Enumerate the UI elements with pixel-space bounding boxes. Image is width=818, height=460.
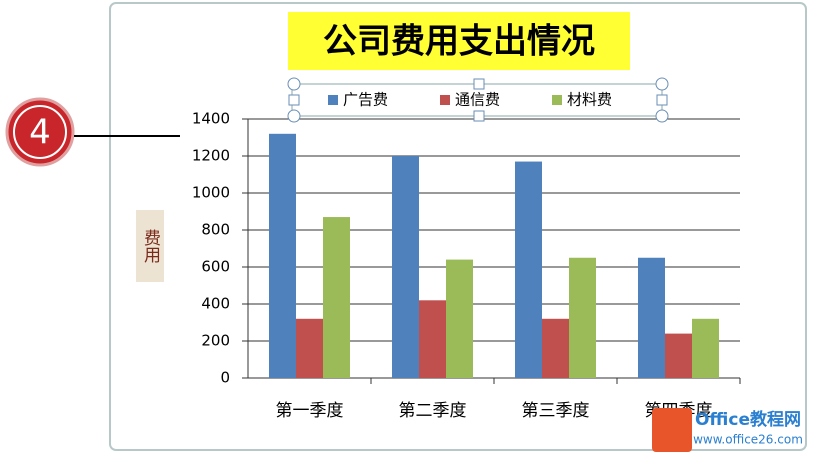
watermark-name: Office教程网 bbox=[695, 409, 801, 430]
bar bbox=[392, 156, 419, 378]
handle bbox=[287, 109, 301, 123]
bar bbox=[323, 217, 350, 378]
bar bbox=[665, 333, 692, 378]
legend-swatch bbox=[440, 95, 450, 105]
y-tick-label: 1400 bbox=[192, 110, 230, 128]
bar bbox=[269, 133, 296, 378]
legend-label: 广告费 bbox=[343, 91, 388, 109]
handle bbox=[287, 77, 301, 91]
y-tick-label: 0 bbox=[220, 369, 230, 387]
bar bbox=[446, 259, 473, 378]
y-tick-label: 1000 bbox=[192, 184, 230, 202]
y-tick-label: 1200 bbox=[192, 147, 230, 165]
chart-title: 公司费用支出情况 bbox=[323, 22, 595, 62]
legend-label: 通信费 bbox=[455, 91, 500, 109]
bar bbox=[542, 318, 569, 378]
handle bbox=[655, 77, 669, 91]
step-number: 4 bbox=[29, 113, 51, 153]
y-tick-label: 400 bbox=[201, 295, 230, 313]
watermark-logo bbox=[652, 408, 692, 452]
bar bbox=[692, 318, 719, 378]
bar bbox=[569, 257, 596, 378]
handle bbox=[656, 94, 668, 106]
x-tick-label: 第二季度 bbox=[399, 401, 467, 421]
x-tick-label: 第一季度 bbox=[276, 401, 344, 421]
legend-swatch bbox=[552, 95, 562, 105]
handle bbox=[288, 94, 300, 106]
y-label-box bbox=[136, 210, 164, 282]
bar bbox=[419, 300, 446, 378]
handle bbox=[473, 110, 485, 122]
bar bbox=[638, 257, 665, 378]
step-badge bbox=[5, 97, 75, 167]
y-axis-label: 费用 bbox=[140, 229, 161, 264]
handle bbox=[655, 109, 669, 123]
y-tick-label: 200 bbox=[201, 332, 230, 350]
watermark-url: www.office26.com bbox=[693, 433, 803, 447]
y-tick-label: 600 bbox=[201, 258, 230, 276]
step-badge-ring bbox=[13, 105, 67, 159]
legend-selection[interactable] bbox=[287, 77, 669, 123]
title-box bbox=[288, 12, 630, 70]
handle bbox=[473, 78, 485, 90]
legend-swatch bbox=[328, 95, 338, 105]
x-tick-label: 第三季度 bbox=[522, 401, 590, 421]
y-tick-label: 800 bbox=[201, 221, 230, 239]
bar bbox=[515, 161, 542, 378]
legend-label: 材料费 bbox=[567, 91, 612, 109]
bar bbox=[296, 318, 323, 378]
